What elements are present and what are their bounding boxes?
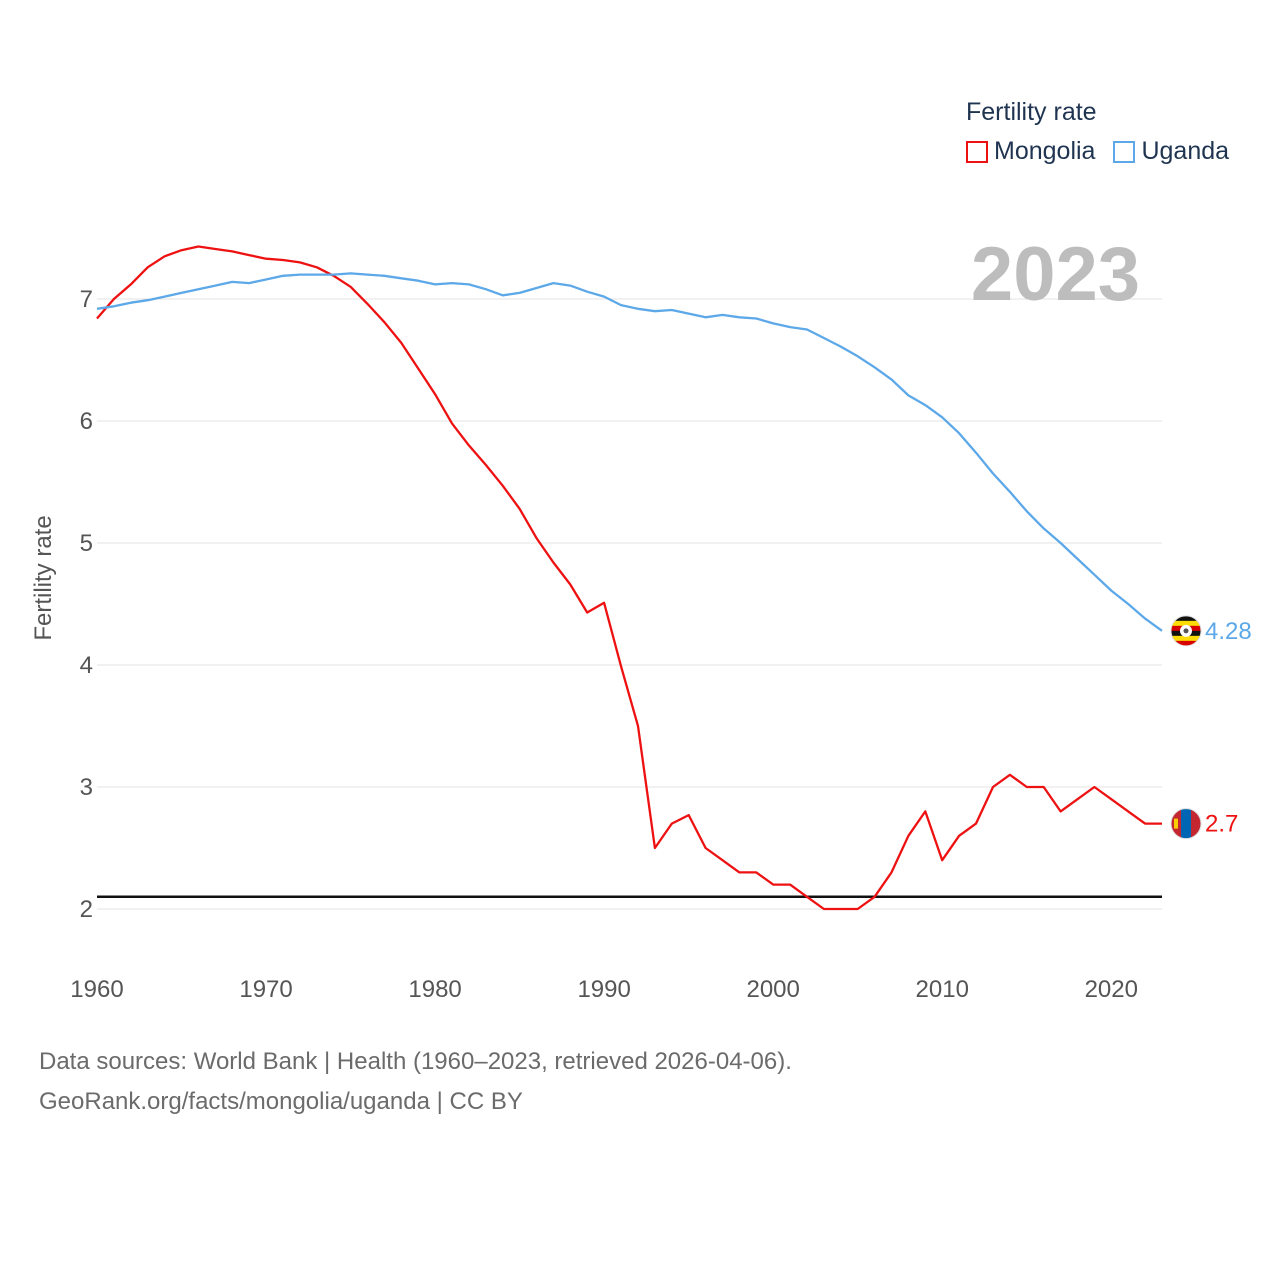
x-tick-2000: 2000 [746, 976, 799, 1003]
end-label-uganda: 4.28 [1205, 618, 1252, 645]
x-tick-1970: 1970 [239, 976, 292, 1003]
flag-mongolia-icon [1170, 808, 1202, 840]
footer-credit[interactable]: GeoRank.org/facts/mongolia/uganda | CC B… [39, 1088, 523, 1115]
y-tick-7: 7 [80, 286, 93, 313]
x-tick-2020: 2020 [1085, 976, 1138, 1003]
legend-swatch-mongolia [966, 140, 988, 163]
flag-uganda-icon [1170, 615, 1202, 647]
legend-swatch-uganda [1113, 140, 1136, 163]
year-label: 2023 [971, 232, 1140, 317]
legend: Fertility rate Mongolia Uganda [966, 98, 1247, 166]
x-axis-ticks: 1960 1970 1980 1990 2000 2010 2020 [70, 976, 1138, 1003]
end-label-mongolia: 2.7 [1205, 811, 1238, 838]
footer: Data sources: World Bank | Health (1960–… [39, 1042, 792, 1122]
line-chart: 2 3 4 5 6 7 1960 1970 1980 1990 2000 2010 2020 Fert… [30, 232, 1252, 1003]
legend-item-mongolia[interactable]: Mongolia [966, 137, 1095, 166]
y-axis-label: Fertility rate [30, 515, 57, 640]
y-tick-2: 2 [80, 896, 93, 923]
x-tick-2010: 2010 [916, 976, 969, 1003]
x-tick-1960: 1960 [70, 976, 123, 1003]
legend-title: Fertility rate [966, 98, 1097, 126]
y-axis-ticks: 2 3 4 5 6 7 [80, 286, 93, 923]
grid-lines [97, 298, 1162, 910]
country-flags [1170, 615, 1202, 840]
series-lines [96, 245, 1163, 911]
series-line-mongolia [96, 245, 1162, 911]
footer-sources: Data sources: World Bank | Health (1960–… [39, 1048, 792, 1075]
x-tick-1990: 1990 [577, 976, 630, 1003]
y-tick-4: 4 [80, 652, 93, 679]
legend-items: Mongolia Uganda [966, 137, 1247, 166]
x-tick-1980: 1980 [408, 976, 461, 1003]
legend-label-mongolia: Mongolia [994, 137, 1096, 165]
series-line-uganda [96, 272, 1163, 632]
legend-item-uganda[interactable]: Uganda [1113, 137, 1229, 166]
y-tick-6: 6 [80, 408, 93, 435]
legend-label-uganda: Uganda [1141, 137, 1230, 165]
end-labels: 2.7 4.28 [1205, 618, 1252, 838]
y-tick-5: 5 [80, 530, 93, 557]
y-tick-3: 3 [80, 774, 93, 801]
